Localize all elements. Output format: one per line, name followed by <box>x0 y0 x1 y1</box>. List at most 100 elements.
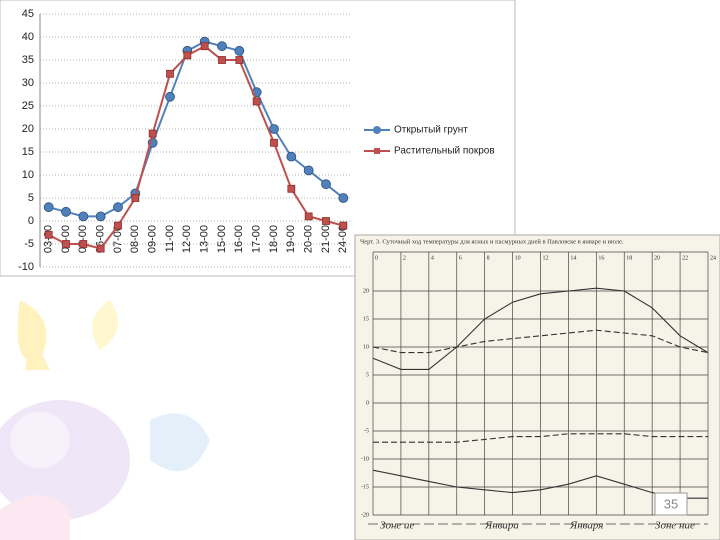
x-tick-label: 24-00 <box>337 225 349 253</box>
point <box>113 202 123 213</box>
point <box>79 240 88 248</box>
legend-label: Открытый грунт <box>394 125 468 136</box>
x-tick-label: 11-00 <box>164 225 176 252</box>
x-tick-label: 8 <box>487 255 490 261</box>
point <box>287 184 296 193</box>
annotation: Января <box>569 520 603 532</box>
point <box>200 42 209 51</box>
y-tick-label: 5 <box>28 192 34 204</box>
x-tick-label: 12 <box>543 255 549 261</box>
point <box>235 56 244 64</box>
point <box>321 179 331 190</box>
x-tick-label: 18 <box>626 255 632 261</box>
scan-frame <box>354 234 720 540</box>
x-tick-label: 16-00 <box>233 225 245 253</box>
x-tick-label: 20-00 <box>303 225 315 253</box>
point <box>183 51 192 60</box>
x-tick-label: 14 <box>570 255 576 261</box>
y-tick-label: 5 <box>366 372 369 378</box>
legend-marker <box>373 126 381 134</box>
x-tick-label: 15-00 <box>216 225 228 253</box>
x-tick-label: 18-00 <box>268 225 280 253</box>
x-tick-label: 17-00 <box>251 225 263 253</box>
point <box>78 211 89 222</box>
y-tick-label: -10 <box>18 261 34 273</box>
y-tick-label: 25 <box>22 100 34 112</box>
x-tick-label: 4 <box>431 255 434 261</box>
point <box>304 212 313 221</box>
chart: -10 -5 0 5 10 15 20 25 30 35 40 45 03-00 04-00 05-00 0 6… <box>18 8 495 273</box>
y-tick-label: -20 <box>361 512 369 518</box>
point <box>43 202 54 213</box>
y-tick-label: 20 <box>22 123 34 135</box>
x-tick-label: 22 <box>682 255 688 261</box>
point <box>95 211 106 222</box>
x-tick-label: 12-00 <box>181 225 193 253</box>
legend-marker <box>374 148 380 154</box>
series-line <box>372 287 709 370</box>
x-tick-label: 21-00 <box>320 225 332 253</box>
point <box>148 129 157 138</box>
y-tick-label: 45 <box>22 8 34 20</box>
x-tick-label: 13-00 <box>199 225 211 253</box>
series-line <box>372 329 709 354</box>
point <box>322 217 330 225</box>
x-tick-label: 2 <box>403 255 406 261</box>
series-line <box>373 433 708 443</box>
y-tick-label: 15 <box>22 146 34 158</box>
point <box>218 56 226 64</box>
point <box>252 97 261 106</box>
annotation: Зоне нае <box>655 520 695 532</box>
series-line <box>372 469 708 499</box>
x-tick-label: 24 <box>710 255 716 261</box>
point <box>339 221 348 230</box>
chart: Черт. 3. Суточный ход температуры для яс… <box>360 238 716 531</box>
x-tick-label: 05-00 <box>77 225 89 253</box>
y-tick-label: 15 <box>363 316 369 322</box>
y-tick-label: 35 <box>22 54 34 66</box>
y-tick-label: -5 <box>364 428 369 434</box>
point <box>269 124 279 134</box>
x-tick-label: 19-00 <box>285 225 297 253</box>
y-tick-label: 30 <box>22 77 34 89</box>
decoration <box>0 300 210 540</box>
y-tick-label: 20 <box>363 288 369 294</box>
chart-frame <box>0 0 516 277</box>
point <box>338 193 349 203</box>
x-tick-label: 6 <box>459 255 462 261</box>
point <box>166 69 174 78</box>
x-tick-label: 07-00 <box>112 225 124 253</box>
y-tick-label: 10 <box>22 169 34 181</box>
x-tick-label: 16 <box>598 255 604 261</box>
x-tick-label: 04-00 <box>60 225 72 253</box>
point <box>234 45 245 56</box>
y-tick-label: 0 <box>28 215 34 227</box>
annotation: Зоне ае <box>380 520 415 532</box>
point <box>62 240 70 248</box>
point <box>44 230 53 239</box>
x-tick-label: 10 <box>515 255 521 261</box>
chart-title: Черт. 3. Суточный ход температуры для яс… <box>360 238 624 245</box>
x-tick-label: 20 <box>654 255 660 261</box>
point <box>270 138 278 147</box>
point <box>114 221 122 230</box>
point <box>61 206 71 217</box>
x-tick-label: 0 <box>375 255 378 261</box>
point <box>217 41 227 52</box>
y-tick-label: -10 <box>361 456 369 462</box>
point <box>165 91 175 102</box>
x-tick-label: 08-00 <box>129 225 141 253</box>
y-tick-label: -15 <box>361 484 369 490</box>
point <box>303 165 314 176</box>
page-number-box <box>654 492 688 516</box>
point <box>96 244 105 253</box>
y-tick-label: 0 <box>366 400 369 406</box>
y-tick-label: 40 <box>22 31 34 43</box>
x-tick-label: 03-00 <box>43 225 55 253</box>
x-tick-label: 09-00 <box>147 225 159 253</box>
y-tick-label: 10 <box>363 344 369 350</box>
y-tick-label: -5 <box>24 238 34 250</box>
point <box>286 151 297 162</box>
